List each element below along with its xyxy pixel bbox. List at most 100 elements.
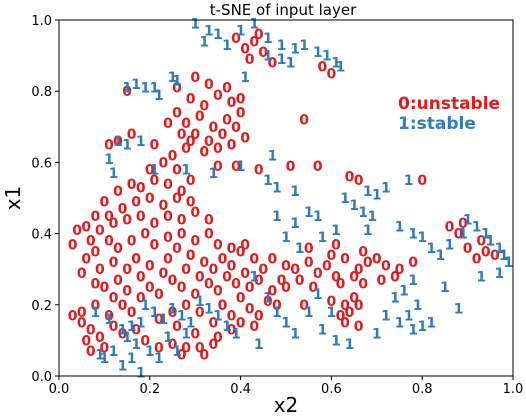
data-point: 1 <box>340 191 350 207</box>
data-point: 1 <box>408 273 418 289</box>
data-point: 1 <box>331 333 341 349</box>
data-point: 0 <box>159 198 169 214</box>
data-point: 1 <box>136 365 146 381</box>
data-point: 1 <box>367 209 377 225</box>
data-point: 0 <box>218 252 228 268</box>
data-point: 1 <box>177 308 187 324</box>
data-point: 0 <box>363 255 373 271</box>
data-point: 1 <box>213 308 223 324</box>
data-point: 0 <box>159 155 169 171</box>
data-point: 0 <box>245 301 255 317</box>
data-point: 1 <box>222 319 232 335</box>
data-point: 0 <box>149 237 159 253</box>
data-point: 0 <box>236 91 246 107</box>
data-point: 0 <box>317 59 327 75</box>
data-point: 0 <box>127 305 137 321</box>
data-point: 0 <box>109 319 119 335</box>
data-point: 0 <box>263 294 273 310</box>
data-point: 0 <box>490 248 500 264</box>
data-point: 0 <box>127 177 137 193</box>
data-point: 1 <box>304 205 314 221</box>
data-point: 0 <box>236 316 246 332</box>
legend-stable: 1:stable <box>398 114 476 134</box>
data-point: 0 <box>172 319 182 335</box>
data-point: 0 <box>177 212 187 228</box>
data-point: 0 <box>445 219 455 235</box>
data-point: 0 <box>340 252 350 268</box>
data-point: 0 <box>109 216 119 232</box>
data-point: 0 <box>213 237 223 253</box>
data-point: 1 <box>390 291 400 307</box>
data-point: 0 <box>95 262 105 278</box>
data-point: 0 <box>322 259 332 275</box>
data-point: 0 <box>245 52 255 68</box>
data-point: 0 <box>268 284 278 300</box>
data-point: 1 <box>322 49 332 65</box>
data-point: 1 <box>458 227 468 243</box>
data-point: 0 <box>390 269 400 285</box>
y-tick-label: 0.4 <box>31 228 52 243</box>
data-point: 1 <box>208 166 218 182</box>
data-point: 1 <box>281 316 291 332</box>
data-point: 0 <box>100 280 110 296</box>
data-point: 0 <box>163 116 173 132</box>
data-point: 1 <box>372 187 382 203</box>
data-point: 0 <box>408 255 418 271</box>
data-point: 0 <box>345 170 355 186</box>
data-point: 1 <box>272 180 282 196</box>
data-point: 0 <box>358 276 368 292</box>
data-point: 0 <box>172 241 182 257</box>
data-point: 0 <box>268 56 278 72</box>
data-point: 0 <box>240 237 250 253</box>
data-point: 0 <box>181 298 191 314</box>
data-point: 1 <box>290 326 300 342</box>
data-point: 0 <box>86 323 96 339</box>
data-point: 0 <box>149 173 159 189</box>
data-point: 1 <box>313 45 323 61</box>
data-point: 1 <box>149 305 159 321</box>
data-point: 0 <box>190 234 200 250</box>
data-point: 1 <box>304 305 314 321</box>
data-point: 1 <box>240 70 250 86</box>
data-point: 0 <box>331 237 341 253</box>
data-point: 1 <box>408 323 418 339</box>
data-point: 0 <box>240 130 250 146</box>
data-point: 0 <box>122 212 132 228</box>
data-point: 0 <box>327 248 337 264</box>
data-point: 0 <box>149 216 159 232</box>
data-point: 0 <box>472 252 482 268</box>
data-point: 0 <box>395 262 405 278</box>
y-axis-label: x1 <box>1 186 25 211</box>
data-point: 1 <box>213 27 223 43</box>
data-point: 0 <box>149 138 159 154</box>
data-point: 1 <box>295 241 305 257</box>
data-point: 0 <box>177 127 187 143</box>
data-point: 0 <box>340 316 350 332</box>
data-point: 0 <box>72 223 82 239</box>
data-point: 1 <box>104 312 114 328</box>
data-point: 0 <box>163 209 173 225</box>
data-point: 0 <box>272 298 282 314</box>
data-point: 1 <box>118 323 128 339</box>
data-point: 0 <box>213 330 223 346</box>
data-point: 0 <box>336 308 346 324</box>
data-point: 1 <box>168 301 178 317</box>
data-point: 1 <box>476 269 486 285</box>
y-tick-label: 0.0 <box>31 370 52 385</box>
data-point: 0 <box>90 298 100 314</box>
data-point: 0 <box>190 70 200 86</box>
data-point: 1 <box>172 344 182 360</box>
data-point: 0 <box>95 223 105 239</box>
data-point: 0 <box>81 252 91 268</box>
data-point: 0 <box>177 184 187 200</box>
data-point: 0 <box>199 98 209 114</box>
data-point: 0 <box>199 145 209 161</box>
data-point: 0 <box>140 333 150 349</box>
data-point: 1 <box>290 216 300 232</box>
data-point: 0 <box>281 280 291 296</box>
data-point: 0 <box>81 219 91 235</box>
data-point: 1 <box>113 134 123 150</box>
data-point: 0 <box>463 241 473 257</box>
data-point: 1 <box>249 17 259 33</box>
